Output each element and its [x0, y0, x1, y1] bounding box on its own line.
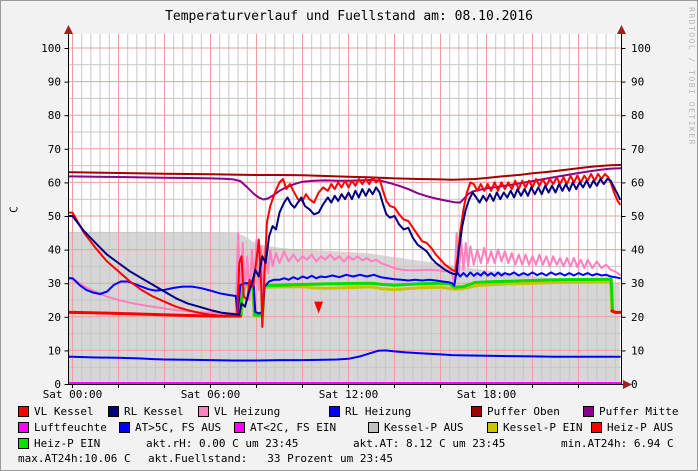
puffer-oben-swatch	[471, 406, 482, 417]
legend-rl-heizung: RL Heizung	[329, 405, 411, 418]
x-tick-label: Sat 12:00	[319, 388, 379, 401]
legend-heiz-p-aus: Heiz-P AUS	[591, 421, 673, 434]
series-line-puffer-oben	[68, 163, 621, 181]
series-area-fuellstand	[68, 231, 620, 384]
vl-heizung-swatch	[198, 406, 209, 417]
legend-vl-kessel: VL Kessel	[18, 405, 94, 418]
y-tick-label-right: 0	[631, 378, 638, 391]
y-tick-label-right: 60	[631, 176, 644, 189]
legend-at-gt5: AT>5C, FS AUS	[119, 421, 221, 434]
y-tick-label-left: 10	[48, 344, 61, 357]
puffer-mitte-swatch	[583, 406, 594, 417]
x-tick-label: Sat 18:00	[457, 388, 517, 401]
at-gt5-swatch	[119, 422, 130, 433]
legend-luftfeuchte: Luftfeuchte	[18, 421, 107, 434]
luftfeuchte-swatch	[18, 422, 29, 433]
legend-vl-heizung: VL Heizung	[198, 405, 280, 418]
y-tick-label-left: 50	[48, 210, 61, 223]
series-line-rl-heizung	[68, 270, 621, 316]
y-tick-label-right: 90	[631, 76, 644, 89]
y-tick-label-left: 100	[41, 42, 61, 55]
y-tick-label-right: 20	[631, 311, 644, 324]
y-tick-label-right: 10	[631, 344, 644, 357]
series-line-heiz-p-aus	[610, 309, 621, 314]
rrdtool-watermark: RRDTOOL / TOBI OETIKER	[687, 7, 696, 146]
y-tick-label-right: 40	[631, 244, 644, 257]
y-tick-label-right: 50	[631, 210, 644, 223]
stat-fuellstand: akt.Fuellstand: 33 Prozent um 23:45	[148, 452, 394, 465]
x-axis-arrow	[623, 380, 632, 389]
x-tick-label: Sat 00:00	[43, 388, 103, 401]
y-tick-label-left: 0	[54, 378, 61, 391]
y-tick-label-left: 90	[48, 76, 61, 89]
y-tick-label-right: 80	[631, 109, 644, 122]
series-line-rl-kessel	[68, 178, 621, 316]
legend-puffer-mitte: Puffer Mitte	[583, 405, 678, 418]
minor-grid	[68, 34, 621, 384]
legend-row-1: VL Kessel RL Kessel VL Heizung RL Heizun…	[1, 405, 697, 419]
major-grid	[68, 34, 621, 384]
legend-row-2: Luftfeuchte AT>5C, FS AUS AT<2C, FS EIN …	[1, 421, 697, 435]
legend-row-4: max.AT24h:10.06 C akt.Fuellstand: 33 Pro…	[1, 452, 697, 466]
y-tick-label-left: 80	[48, 109, 61, 122]
vl-kessel-swatch	[18, 406, 29, 417]
y-tick-label-left: 70	[48, 143, 61, 156]
y-tick-label-right: 70	[631, 143, 644, 156]
legend-at-lt2: AT<2C, FS EIN	[234, 421, 336, 434]
chart-title: Temperaturverlauf und Fuellstand am: 08.…	[165, 9, 533, 24]
red-down-arrow	[314, 301, 324, 314]
legend-heiz-p-ein: Heiz-P EIN	[18, 437, 100, 450]
plot-area	[68, 34, 621, 384]
y-axis-arrow-right	[617, 25, 626, 34]
series-line-heiz-p-aus	[68, 310, 242, 318]
x-tick-label: Sat 06:00	[181, 388, 241, 401]
legend-row-3: Heiz-P EIN akt.rH: 0.00 C um 23:45 akt.A…	[1, 437, 697, 451]
y-tick-label-left: 20	[48, 311, 61, 324]
stat-akt-rh: akt.rH: 0.00 C um 23:45	[146, 437, 299, 450]
kessel-p-ein-swatch	[487, 422, 498, 433]
rl-heizung-swatch	[329, 406, 340, 417]
y-tick-label-left: 40	[48, 244, 61, 257]
series-line-vl-heizung	[68, 231, 621, 315]
y-tick-label-right: 100	[631, 42, 651, 55]
legend-kessel-p-aus: Kessel-P AUS	[368, 421, 463, 434]
legend-kessel-p-ein: Kessel-P EIN	[487, 421, 582, 434]
at-lt2-swatch	[234, 422, 245, 433]
kessel-p-aus-swatch	[368, 422, 379, 433]
heiz-p-aus-swatch	[591, 422, 602, 433]
y-tick-label-left: 60	[48, 176, 61, 189]
heiz-p-ein-swatch	[18, 438, 29, 449]
legend-rl-kessel: RL Kessel	[108, 405, 184, 418]
y-axis-arrow-left	[64, 25, 73, 34]
y-tick-label-left: 30	[48, 277, 61, 290]
stat-max-at24h: max.AT24h:10.06 C	[18, 452, 131, 465]
series-line-at	[68, 349, 621, 362]
rl-kessel-swatch	[108, 406, 119, 417]
y-tick-label-right: 30	[631, 277, 644, 290]
stat-akt-at: akt.AT: 8.12 C um 23:45	[353, 437, 506, 450]
legend-puffer-oben: Puffer Oben	[471, 405, 560, 418]
axes	[64, 30, 626, 388]
stat-min-at24h: min.AT24h: 6.94 C	[561, 437, 674, 450]
